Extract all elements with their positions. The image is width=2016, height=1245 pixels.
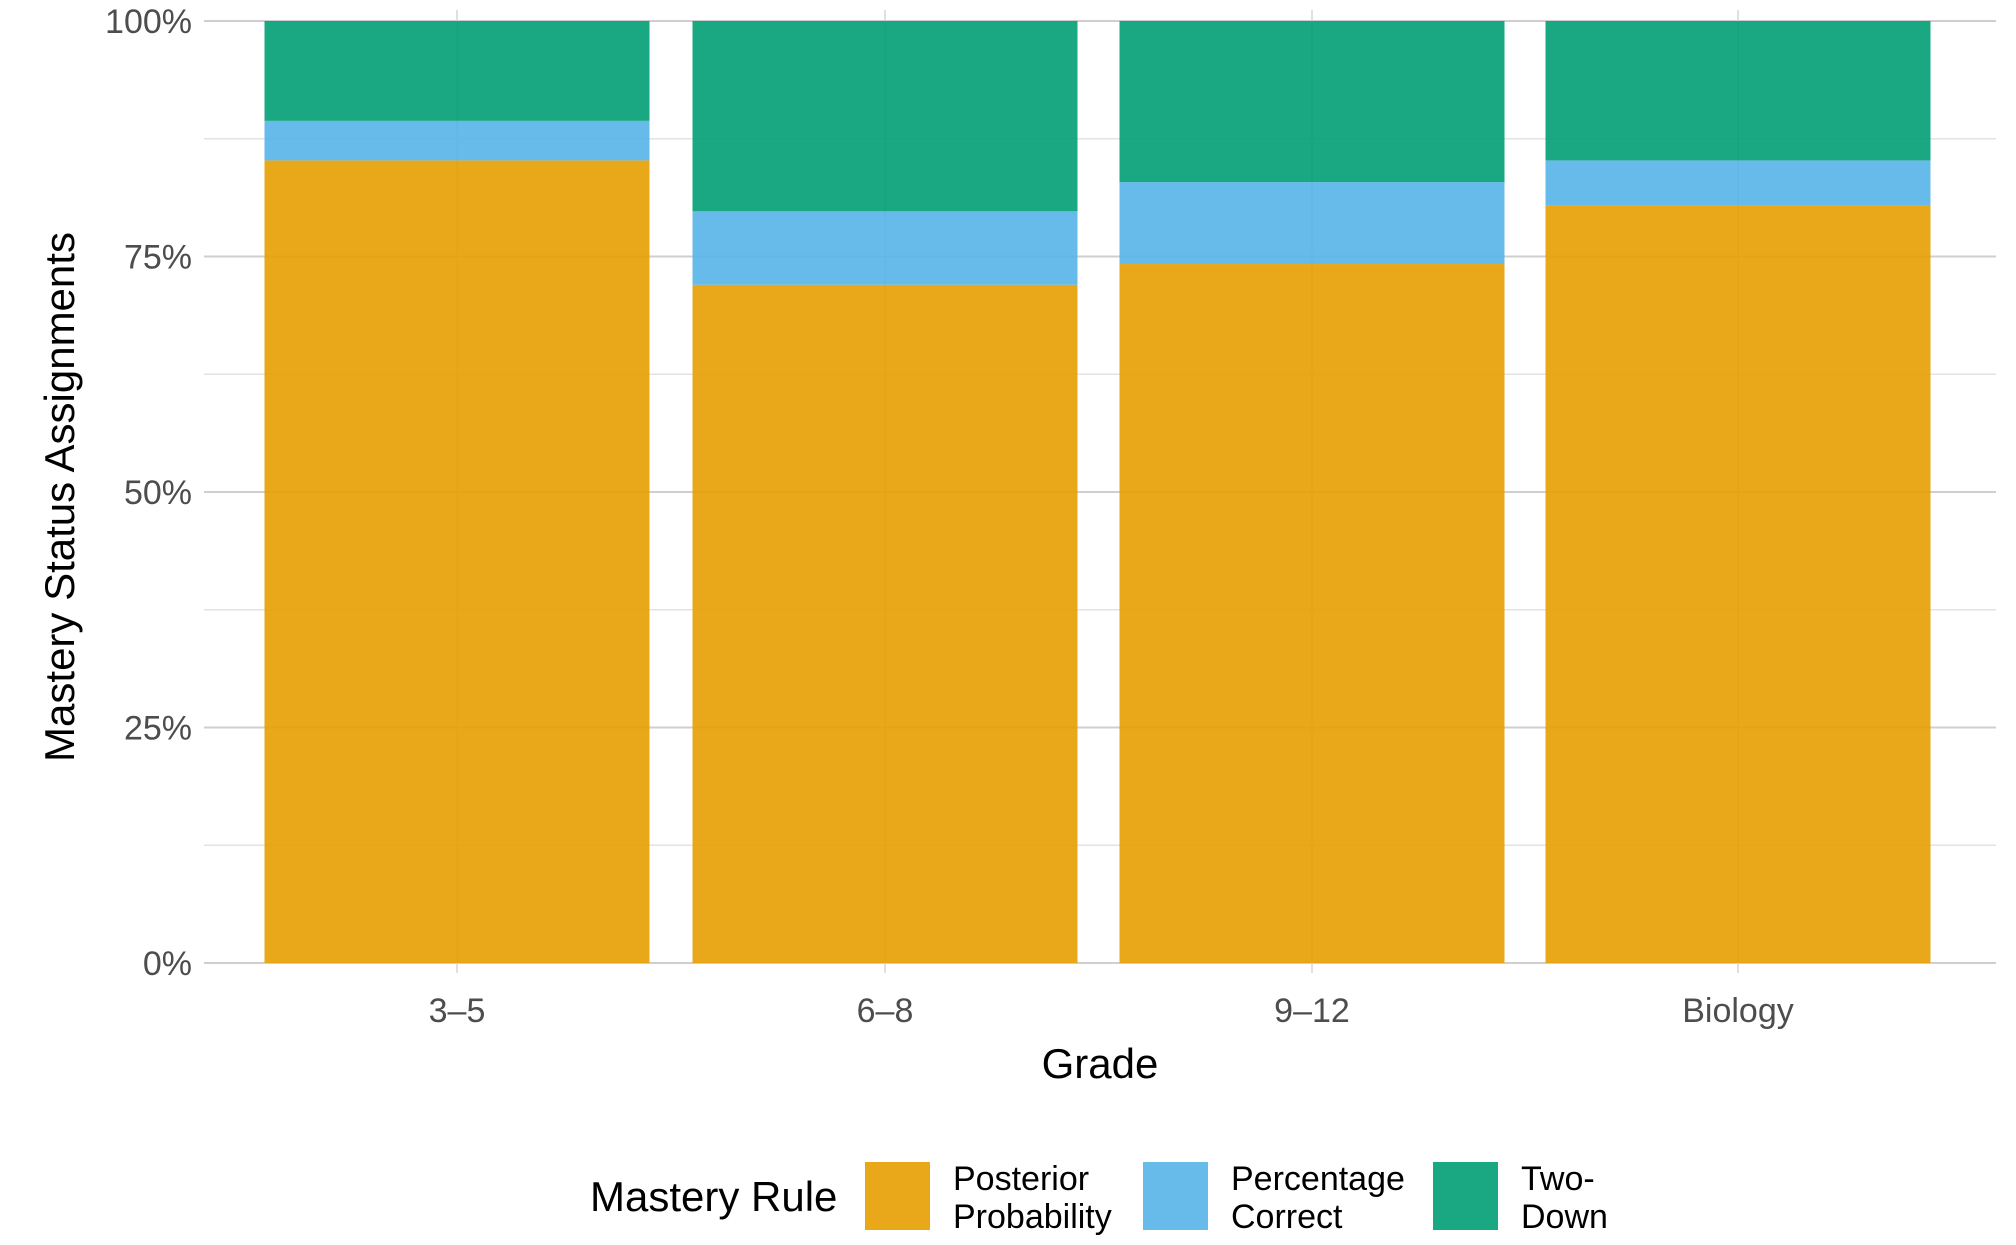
x-tick-label: 9–12 (1274, 992, 1350, 1030)
x-tick-label: 3–5 (429, 992, 486, 1030)
y-tick-labels: 0% 25% 50% 75% 100% (105, 3, 192, 983)
x-tick-labels: 3–5 6–8 9–12 Biology (429, 992, 1794, 1030)
legend-key (1433, 1162, 1498, 1230)
bar-segment-percentage-correct (264, 120, 650, 161)
legend-label: Percentage (1231, 1160, 1405, 1198)
y-axis-title: Mastery Status Assignments (36, 232, 83, 762)
bar-segment-percentage-correct (1119, 182, 1505, 265)
y-tick-label: 75% (124, 239, 192, 277)
bar-segment-posterior-probability (264, 160, 650, 963)
bar-segment-posterior-probability (1119, 264, 1505, 963)
bar-segment-percentage-correct (692, 211, 1078, 285)
legend-label: Two- (1521, 1160, 1595, 1198)
y-tick-label: 25% (124, 710, 192, 748)
legend-label: Posterior (953, 1160, 1089, 1198)
y-tick-label: 50% (124, 474, 192, 512)
bar-segment-two-down (1119, 21, 1505, 183)
bar-segment-percentage-correct (1545, 160, 1931, 206)
legend-label: Probability (953, 1198, 1112, 1236)
x-axis-title: Grade (1042, 1040, 1159, 1087)
y-tick-label: 0% (143, 945, 192, 983)
bar-segment-posterior-probability (692, 284, 1078, 963)
x-tick-label: Biology (1682, 992, 1794, 1030)
bar-segment-two-down (692, 21, 1078, 212)
legend-key (1143, 1162, 1208, 1230)
bar-segment-two-down (1545, 21, 1931, 161)
bars (264, 21, 1931, 963)
bar-segment-posterior-probability (1545, 205, 1931, 963)
legend-title: Mastery Rule (590, 1173, 837, 1220)
y-tick-label: 100% (105, 3, 192, 41)
x-tick-label: 6–8 (857, 992, 914, 1030)
legend-label: Down (1521, 1198, 1608, 1236)
legend-label: Correct (1231, 1198, 1343, 1236)
bar-segment-two-down (264, 21, 650, 121)
legend-key (865, 1162, 930, 1230)
